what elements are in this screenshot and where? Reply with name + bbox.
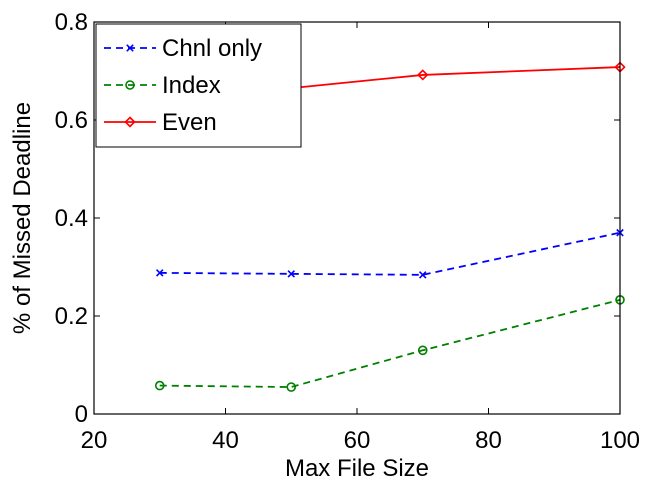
x-tick-label: 80 — [475, 427, 502, 454]
series-line-chnl-only — [159, 231, 621, 276]
data-point-chnl-only — [418, 271, 427, 279]
marker-stroke — [155, 269, 164, 277]
y-tick-label: 0 — [75, 401, 88, 428]
series-layer — [154, 61, 626, 392]
marker-stroke — [418, 271, 427, 279]
y-tick-label: 0.4 — [55, 205, 88, 232]
legend: Chnl only Index Even — [95, 23, 302, 148]
data-point-even — [417, 69, 429, 81]
legend-marker-index — [125, 80, 135, 90]
legend-marker-even — [124, 116, 136, 128]
x-tick-label: 60 — [344, 427, 371, 454]
marker-stroke — [126, 44, 134, 52]
x-tick-label: 40 — [212, 427, 239, 454]
data-point-index — [286, 382, 297, 392]
data-point-chnl-only — [155, 269, 164, 277]
data-point-index — [417, 345, 428, 356]
tick-layer: 20 40 60 80 100 0 0.2 0.4 0.6 0.8 — [55, 9, 640, 454]
x-tick-label: 20 — [81, 427, 108, 454]
legend-label-chnl-only: Chnl only — [162, 35, 262, 62]
y-tick-label: 0.2 — [55, 303, 88, 330]
legend-label-index: Index — [162, 72, 221, 99]
y-axis-label: % of Missed Deadline — [9, 102, 36, 334]
marker-stroke — [287, 270, 296, 278]
data-point-chnl-only — [287, 270, 296, 278]
series-line-index — [159, 298, 621, 388]
x-axis-label: Max File Size — [285, 455, 429, 482]
data-point-index — [154, 380, 165, 391]
legend-marker-chnl-only — [126, 44, 134, 52]
y-tick-label: 0.8 — [55, 9, 88, 36]
legend-label-even: Even — [162, 109, 217, 136]
y-tick-label: 0.6 — [55, 107, 88, 134]
x-tick-label: 100 — [600, 427, 640, 454]
